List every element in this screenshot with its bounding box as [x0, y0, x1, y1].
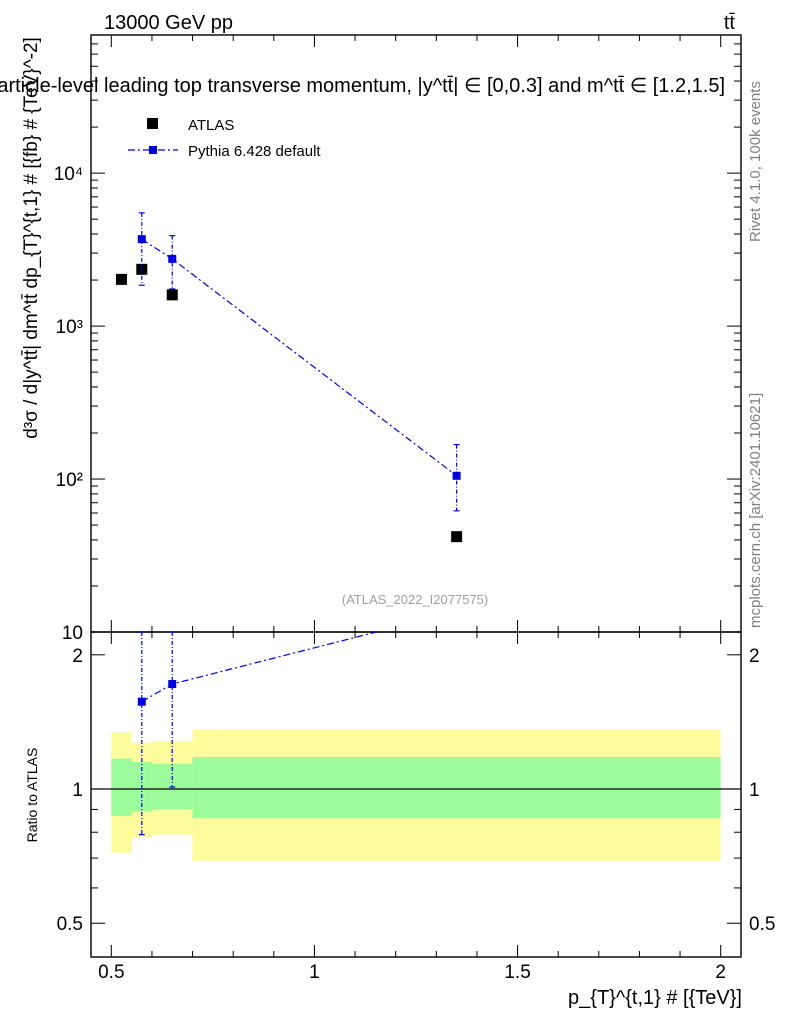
ratio-band-inner-0 — [111, 758, 132, 816]
atlas-data-point — [451, 531, 463, 543]
legend-pythia-marker — [149, 146, 157, 154]
ratio-y-tick-label-right: 0.5 — [749, 914, 775, 935]
chart-title: Particle-level leading top transverse mo… — [0, 75, 725, 97]
x-tick-label: 1 — [309, 962, 320, 983]
ratio-y-tick-label-left: 1 — [72, 780, 83, 801]
ratio-plot-marks — [137, 631, 377, 836]
energy-label: 13000 GeV pp — [104, 12, 233, 34]
x-axis-label: p_{T}^{t,1} # [{TeV}] — [568, 987, 742, 1009]
ratio-axes: 0.5 1 1.5 2 0.5 0.5 1 1 2 2 — [57, 632, 775, 983]
main-plot-marks — [115, 212, 463, 543]
process-label: tt̄ — [724, 12, 736, 34]
main-y-tick-label: 10⁴ — [54, 164, 83, 185]
ratio-pythia-point — [168, 680, 177, 689]
legend-atlas-marker — [147, 118, 158, 129]
atlas-data-point — [115, 273, 127, 285]
pythia-line — [141, 238, 457, 477]
ratio-y-tick-label-right: 1 — [749, 780, 760, 801]
ratio-y-axis-label: Ratio to ATLAS — [24, 748, 40, 843]
pythia-data-point — [168, 254, 177, 263]
x-tick-label: 0.5 — [98, 962, 124, 983]
ratio-y-tick-label-left: 2 — [72, 646, 83, 667]
atlas-data-point — [166, 289, 178, 301]
watermark: (ATLAS_2022_I2077575) — [342, 592, 488, 607]
x-tick-label: 2 — [715, 962, 726, 983]
legend-pythia-label: Pythia 6.428 default — [188, 143, 321, 160]
main-y-tick-label: 10³ — [56, 317, 83, 338]
main-y-tick-label: 10 — [62, 623, 83, 644]
ratio-uncertainty-bands — [111, 729, 721, 861]
ratio-y-tick-label-left: 0.5 — [57, 914, 83, 935]
legend-atlas-label: ATLAS — [188, 117, 234, 134]
ratio-pythia-point — [137, 697, 146, 706]
pythia-data-point — [452, 471, 461, 480]
rivet-label: Rivet 4.1.0, 100k events — [747, 81, 764, 242]
pythia-data-point — [137, 235, 146, 244]
y-axis-label: d³σ / d|y^tt̄| dm^tt̄ dp_{T}^{t,1} # [{f… — [21, 37, 42, 439]
ratio-y-tick-label-right: 2 — [749, 646, 760, 667]
x-tick-label: 1.5 — [504, 962, 530, 983]
ratio-band-inner-3 — [192, 756, 721, 819]
ratio-pythia-line — [141, 631, 377, 703]
mcplots-label: mcplots.cern.ch [arXiv:2401.10621] — [747, 393, 764, 628]
main-axes: 10 10² 10³ 10⁴ — [54, 34, 741, 644]
main-y-tick-label: 10² — [56, 470, 83, 491]
ratio-plot-frame — [90, 631, 742, 958]
legend: ATLAS Pythia 6.428 default — [128, 117, 321, 160]
